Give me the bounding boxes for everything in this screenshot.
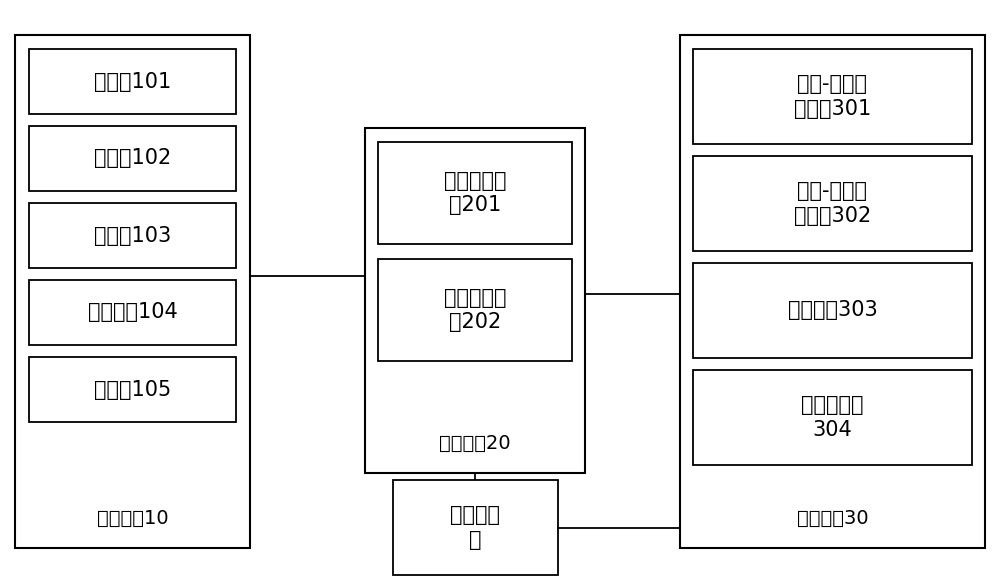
Text: 交流-直流转
换单元301: 交流-直流转 换单元301 (794, 74, 871, 119)
Text: 桩控制器303: 桩控制器303 (788, 300, 877, 321)
Bar (29, 49, 236, 114)
Text: 直流-直流转
换单元302: 直流-直流转 换单元302 (794, 181, 871, 226)
Text: 分动箱103: 分动箱103 (94, 226, 171, 245)
Bar (378, 142, 572, 244)
Bar (29, 280, 236, 345)
Bar (29, 203, 236, 268)
Bar (29, 357, 236, 422)
Text: 发电模块10: 发电模块10 (97, 508, 168, 528)
Bar (680, 35, 985, 548)
Text: 发电机105: 发电机105 (94, 380, 171, 399)
Text: 充电管理单
元202: 充电管理单 元202 (444, 287, 506, 332)
Text: 功率限制单
元201: 功率限制单 元201 (444, 171, 506, 215)
Text: 被充电车
辆: 被充电车 辆 (450, 505, 500, 550)
Bar (693, 370, 972, 465)
Bar (693, 156, 972, 251)
Bar (693, 263, 972, 358)
Text: 控制模块20: 控制模块20 (439, 434, 511, 452)
Text: 充电模块30: 充电模块30 (797, 508, 868, 528)
Text: 传动单元104: 传动单元104 (88, 303, 177, 322)
Bar (15, 35, 250, 548)
Text: 充电控制板
304: 充电控制板 304 (801, 395, 864, 440)
Bar (392, 480, 558, 575)
Text: 变速箱102: 变速箱102 (94, 149, 171, 168)
Bar (693, 49, 972, 144)
Bar (378, 259, 572, 361)
Bar (365, 128, 585, 473)
Text: 发动机101: 发动机101 (94, 72, 171, 92)
Bar (29, 126, 236, 191)
